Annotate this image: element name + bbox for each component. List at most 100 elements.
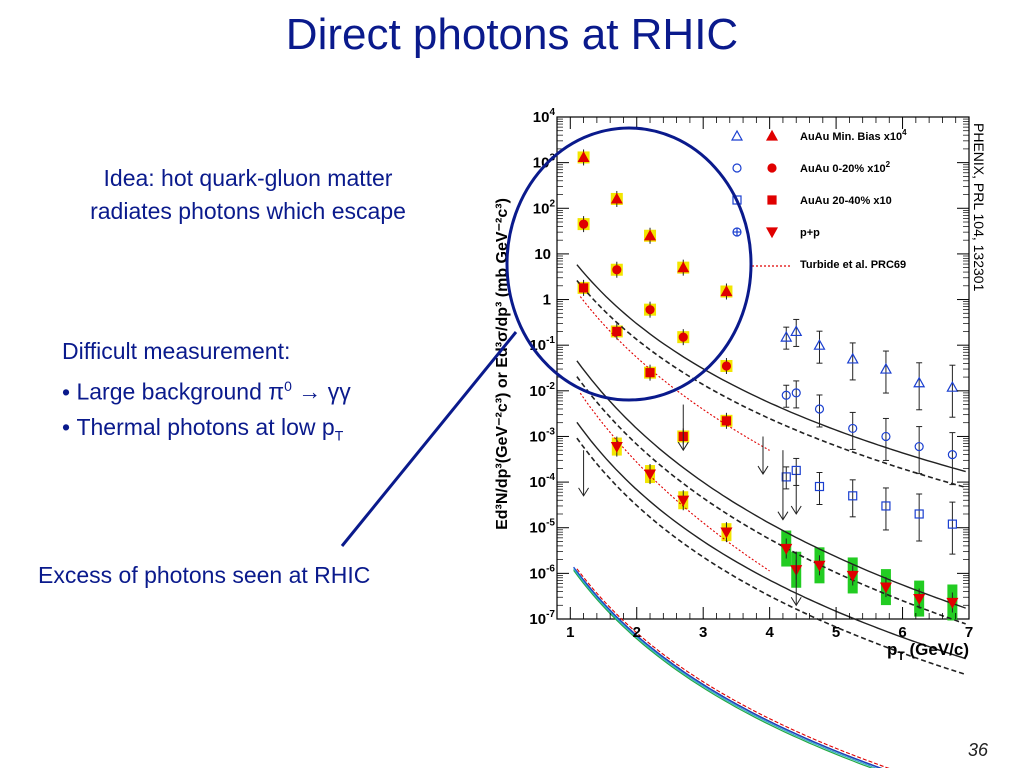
upper-limit-arrowhead [578, 487, 590, 497]
pp-nlo-curve [573, 568, 878, 768]
bullet-2-sub: T [334, 427, 344, 444]
excess-label: Excess of photons seen at RHIC [38, 562, 371, 588]
difficult-heading: Difficult measurement: [62, 338, 291, 364]
data-point-low-pt [610, 192, 623, 204]
data-point-high-pt [947, 519, 957, 529]
bullet-large-background: Large background π0 → γγ [62, 369, 351, 410]
data-point-low-pt [578, 219, 589, 229]
data-point-low-pt [720, 285, 733, 297]
x-tick-label: 6 [898, 624, 906, 641]
y-tick-label: 10-2 [529, 381, 555, 400]
turbide-theory-curve [579, 392, 770, 572]
upper-limit-arrowhead [777, 511, 789, 521]
y-tick-label: 10-5 [529, 518, 555, 537]
data-point-high-pt [848, 491, 858, 501]
data-point-low-pt [577, 151, 590, 163]
upper-limit-arrowhead [790, 505, 802, 515]
data-point-low-pt [721, 361, 732, 371]
y-tick-label: 103 [533, 153, 556, 172]
legend-label: Turbide et al. PRC69 [800, 259, 906, 271]
y-tick-label: 10-6 [529, 563, 555, 582]
legend-filled-marker [765, 129, 779, 141]
idea-line-2: radiates photons which escape [90, 198, 406, 224]
bullet-1-text: Large background π [76, 378, 285, 405]
slide-title: Direct photons at RHIC [285, 10, 739, 59]
fit-curve [576, 421, 966, 660]
data-point-pp [913, 593, 926, 605]
data-point-pp [846, 570, 859, 582]
data-point-pp [813, 560, 826, 572]
data-point-low-pt [645, 305, 655, 315]
legend-open-marker [730, 129, 744, 141]
idea-text: Idea: hot quark-gluon matter radiates ph… [48, 162, 448, 228]
bullet-1-rest: → γγ [291, 378, 351, 405]
legend-filled-marker [767, 163, 777, 173]
y-tick-label: 102 [533, 198, 556, 217]
data-point-high-pt [814, 481, 825, 492]
dashed-pp-reference [576, 437, 966, 676]
pointer-line [340, 331, 518, 547]
legend-label: AuAu Min. Bias x104 [800, 128, 907, 143]
y-tick-label: 104 [533, 107, 556, 126]
data-point-high-pt [780, 330, 793, 342]
x-tick-label: 4 [765, 624, 774, 641]
data-point-high-pt [879, 362, 892, 374]
data-point-high-pt [946, 380, 959, 392]
legend-open-marker [732, 227, 742, 237]
pp-nlo-curve [573, 566, 882, 768]
data-point-low-pt [721, 416, 732, 426]
legend-label: AuAu 20-40% x10 [800, 195, 892, 207]
legend-label: AuAu 0-20% x102 [800, 160, 891, 175]
y-tick-label: 10-3 [529, 426, 555, 445]
upper-limit-arrowhead [757, 465, 769, 475]
y-tick-label: 10-4 [529, 472, 555, 491]
upper-limit-arrowhead [790, 596, 802, 607]
fit-curve [576, 571, 883, 768]
bullet-1-sup: 0 [284, 378, 292, 394]
data-point-high-pt [914, 441, 924, 452]
data-point-pp [879, 582, 892, 594]
y-tick-label: 10 [534, 246, 551, 263]
plot-frame [556, 116, 970, 620]
legend-label: p+p [800, 227, 820, 239]
idea-line-1: Idea: hot quark-gluon matter [103, 165, 393, 191]
data-point-high-pt [814, 404, 825, 414]
legend-filled-marker [767, 195, 777, 205]
data-point-pp [610, 441, 623, 453]
x-tick-label: 5 [832, 624, 840, 641]
difficult-measurement-block: Difficult measurement: Large background … [62, 334, 351, 453]
bullet-2-text: Thermal photons at low p [76, 413, 335, 440]
pp-nlo-curve [573, 569, 874, 768]
x-tick-label: 2 [633, 624, 641, 641]
data-point-high-pt [790, 325, 803, 337]
data-point-pp [780, 543, 793, 555]
x-tick-label: 3 [699, 624, 707, 641]
data-point-high-pt [881, 431, 891, 442]
bullet-thermal-photons: Thermal photons at low pT [62, 410, 351, 454]
fit-curve [576, 360, 966, 609]
y-tick-label: 10-7 [529, 609, 555, 628]
data-point-high-pt [947, 450, 957, 460]
data-point-low-pt [677, 261, 690, 273]
x-tick-label: 1 [566, 624, 574, 641]
upper-limit-arrowhead [677, 441, 689, 452]
data-point-low-pt [678, 332, 688, 342]
x-tick-label: 7 [965, 624, 973, 641]
page-number: 36 [967, 740, 988, 760]
pp-red-dashed-curve [576, 568, 890, 768]
legend-filled-marker [765, 227, 779, 239]
highlight-circle [505, 126, 753, 402]
dashed-pp-reference [576, 279, 966, 489]
data-point-high-pt [913, 376, 926, 388]
data-point-low-pt [578, 283, 589, 293]
fit-curve [576, 264, 966, 473]
data-point-pp [677, 495, 690, 507]
data-point-pp [644, 469, 657, 481]
x-axis-label: pT (GeV/c) [887, 640, 969, 663]
data-point-pp [946, 597, 959, 609]
y-tick-label: 1 [543, 292, 551, 309]
data-point-high-pt [848, 423, 858, 434]
data-point-high-pt [813, 338, 826, 350]
data-point-high-pt [914, 509, 924, 519]
